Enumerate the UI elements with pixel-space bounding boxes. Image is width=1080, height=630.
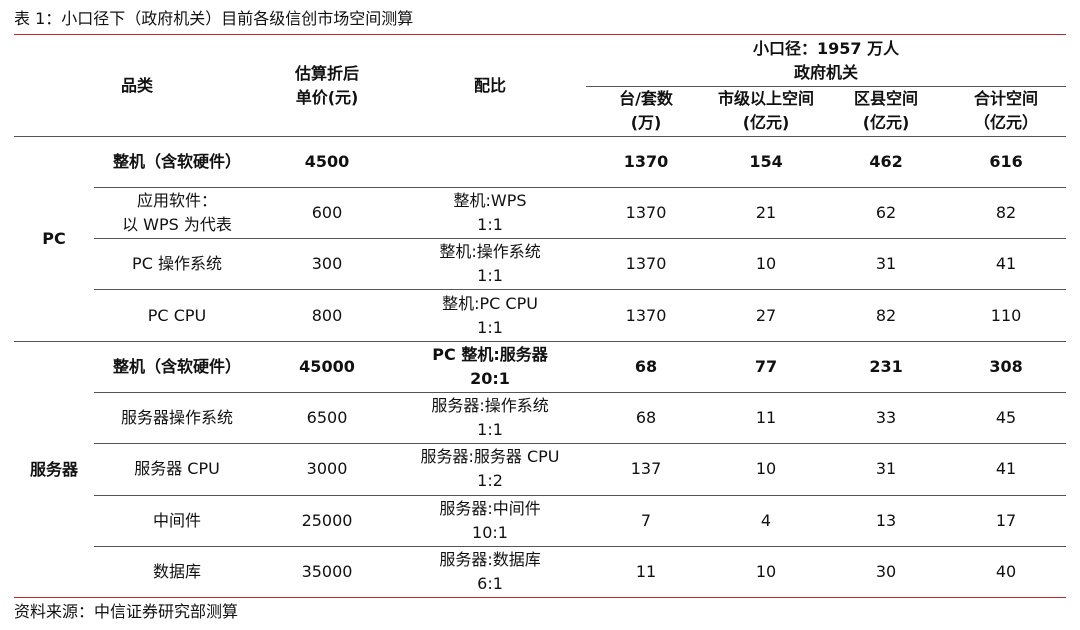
city-space: 10 xyxy=(706,443,827,496)
item-name: 应用软件：以 WPS 为代表 xyxy=(94,186,261,239)
bottom-rule xyxy=(14,597,1066,598)
header-price: 估算折后 单价(元) xyxy=(295,63,360,107)
group-label: PC xyxy=(14,135,94,342)
table-row: 数据库 35000 服务器:数据库 6:1 11 10 30 40 xyxy=(14,545,1067,598)
total-space: 616 xyxy=(946,135,1067,188)
item-name: 整机（含软硬件） xyxy=(94,135,261,188)
units-count: 1370 xyxy=(586,135,707,188)
item-name: PC CPU xyxy=(94,289,261,342)
ratio: 整机:操作系统 1:1 xyxy=(394,238,587,290)
header-county-space: 区县空间 (亿元) xyxy=(854,89,919,132)
county-space: 31 xyxy=(826,238,947,290)
table-row: 服务器 CPU 3000 服务器:服务器 CPU 1:2 137 10 31 41 xyxy=(14,443,1067,496)
county-space: 82 xyxy=(826,289,947,342)
ratio: 整机:WPS 1:1 xyxy=(394,186,587,239)
city-space: 21 xyxy=(706,186,827,239)
table-row: 服务器 整机（含软硬件） 45000 PC 整机:服务器 20:1 68 77 231 308 xyxy=(14,340,1067,598)
total-space: 45 xyxy=(946,391,1067,444)
ratio: PC 整机:服务器 20:1 xyxy=(394,340,587,393)
item-name: PC 操作系统 xyxy=(94,238,261,290)
table-row: PC CPU 800 整机:PC CPU 1:1 1370 27 82 110 xyxy=(14,289,1067,342)
unit-price: 600 xyxy=(260,186,395,239)
top-rule xyxy=(14,34,1066,35)
item-name: 中间件 xyxy=(94,494,261,547)
unit-price: 300 xyxy=(260,238,395,290)
county-space: 33 xyxy=(826,391,947,444)
ratio: 服务器:中间件 10:1 xyxy=(394,494,587,547)
county-space: 231 xyxy=(826,340,947,393)
unit-price: 25000 xyxy=(260,494,395,547)
table-row: PC 整机（含软硬件） 4500 1370 154 462 616 xyxy=(14,135,1067,342)
item-name: 服务器 CPU xyxy=(94,443,261,496)
total-space: 40 xyxy=(946,545,1067,598)
unit-price: 6500 xyxy=(260,391,395,444)
total-space: 308 xyxy=(946,340,1067,393)
county-space: 13 xyxy=(826,494,947,547)
county-space: 30 xyxy=(826,545,947,598)
header-ratio: 配比 xyxy=(474,75,507,95)
units-count: 1370 xyxy=(586,238,707,290)
city-space: 77 xyxy=(706,340,827,393)
header-category: 品类 xyxy=(121,75,154,95)
units-count: 1370 xyxy=(586,289,707,342)
units-count: 7 xyxy=(586,494,707,547)
total-space: 110 xyxy=(946,289,1067,342)
total-space: 41 xyxy=(946,443,1067,496)
city-space: 10 xyxy=(706,238,827,290)
unit-price: 800 xyxy=(260,289,395,342)
header-row-1: 品类 估算折后 单价(元) 配比 小口径：1957 万人 政府机关 xyxy=(14,36,1067,107)
county-space: 31 xyxy=(826,443,947,496)
unit-price: 35000 xyxy=(260,545,395,598)
city-space: 4 xyxy=(706,494,827,547)
units-count: 1370 xyxy=(586,186,707,239)
table-row: 服务器操作系统 6500 服务器:操作系统 1:1 68 11 33 45 xyxy=(14,391,1067,444)
item-name: 数据库 xyxy=(94,545,261,598)
table-title: 表 1：小口径下（政府机关）目前各级信创市场空间测算 xyxy=(14,9,414,28)
header-units: 台/套数 (万) xyxy=(619,89,673,132)
table-row: PC 操作系统 300 整机:操作系统 1:1 1370 10 31 41 xyxy=(14,238,1067,290)
ratio: 服务器:数据库 6:1 xyxy=(394,545,587,598)
unit-price: 4500 xyxy=(260,135,395,188)
ratio xyxy=(394,135,587,188)
ratio: 服务器:操作系统 1:1 xyxy=(394,391,587,444)
units-count: 68 xyxy=(586,340,707,393)
county-space: 462 xyxy=(826,135,947,188)
units-count: 137 xyxy=(586,443,707,496)
header-group: 小口径：1957 万人 政府机关 xyxy=(586,36,1067,87)
county-space: 62 xyxy=(826,186,947,239)
item-name: 服务器操作系统 xyxy=(94,391,261,444)
source-note: 资料来源：中信证券研究部测算 xyxy=(14,602,239,621)
table-row: 中间件 25000 服务器:中间件 10:1 7 4 13 17 xyxy=(14,494,1067,547)
units-count: 68 xyxy=(586,391,707,444)
market-size-table: 品类 估算折后 单价(元) 配比 小口径：1957 万人 政府机关 台/套数 (… xyxy=(14,36,1067,598)
header-city-space: 市级以上空间 (亿元) xyxy=(718,89,815,132)
item-name: 整机（含软硬件） xyxy=(94,340,261,393)
header-row-2: 台/套数 (万) 市级以上空间 (亿元) 区县空间 (亿元) 合计空间 （亿元） xyxy=(14,86,1066,136)
ratio: 服务器:服务器 CPU 1:2 xyxy=(394,443,587,496)
city-space: 11 xyxy=(706,391,827,444)
ratio: 整机:PC CPU 1:1 xyxy=(394,289,587,342)
total-space: 82 xyxy=(946,186,1067,239)
unit-price: 3000 xyxy=(260,443,395,496)
total-space: 17 xyxy=(946,494,1067,547)
city-space: 154 xyxy=(706,135,827,188)
header-total-space: 合计空间 （亿元） xyxy=(974,89,1039,132)
table-row: 应用软件：以 WPS 为代表 600 整机:WPS 1:1 1370 21 62 82 xyxy=(14,186,1067,239)
city-space: 10 xyxy=(706,545,827,598)
group-label: 服务器 xyxy=(14,340,94,598)
city-space: 27 xyxy=(706,289,827,342)
units-count: 11 xyxy=(586,545,707,598)
unit-price: 45000 xyxy=(260,340,395,393)
total-space: 41 xyxy=(946,238,1067,290)
